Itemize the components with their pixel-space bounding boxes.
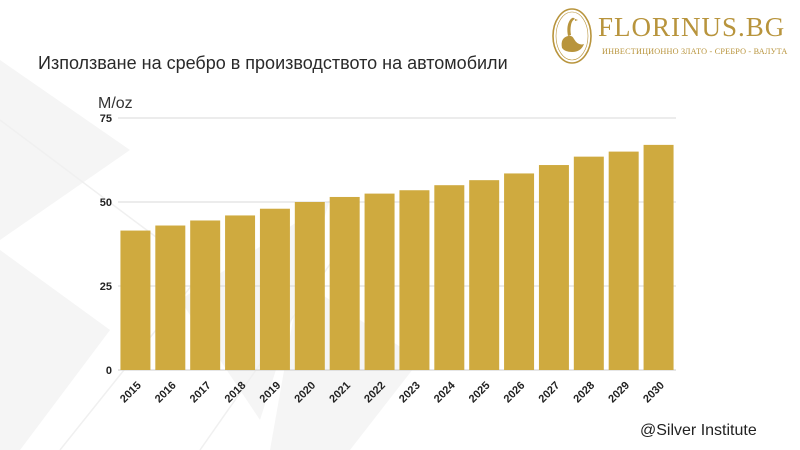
x-tick-label: 2017: [188, 380, 214, 406]
bar-2026: [504, 173, 535, 370]
bar-2016: [155, 225, 186, 370]
bar-2022: [364, 193, 395, 370]
brand-logo[interactable]: FLORINUS.BG ИНВЕСТИЦИОННО ЗЛАТО - СРЕБРО…: [550, 6, 790, 68]
y-tick-labels: 0 25 50 75: [100, 113, 112, 377]
x-tick-label: 2019: [258, 380, 284, 406]
y-tick-label: 50: [100, 197, 112, 209]
y-tick-label: 25: [100, 281, 112, 293]
x-tick-label: 2025: [467, 380, 493, 406]
bar-2019: [259, 208, 290, 370]
x-tick-label: 2023: [397, 380, 423, 406]
x-tick-label: 2018: [223, 380, 249, 406]
x-tick-label: 2016: [153, 380, 179, 406]
bar-2024: [434, 185, 465, 370]
brand-tagline: ИНВЕСТИЦИОННО ЗЛАТО - СРЕБРО - ВАЛУТА: [602, 47, 788, 56]
chart-title: Използване на сребро в производството на…: [38, 53, 508, 73]
y-tick-label: 75: [100, 113, 112, 125]
x-tick-label: 2024: [432, 379, 458, 405]
x-tick-label: 2029: [606, 380, 632, 406]
bar-2028: [573, 156, 604, 370]
x-tick-label: 2030: [641, 380, 667, 406]
bar-2027: [538, 165, 569, 370]
y-axis-label: M/oz: [98, 95, 133, 112]
x-tick-labels: 2015 2016 2017 2018 2019 2020 2021 2022 2023 2024…: [118, 379, 667, 405]
x-tick-label: 2020: [292, 380, 318, 406]
bar-2018: [225, 215, 256, 370]
x-tick-label: 2027: [537, 380, 563, 406]
bar-2021: [329, 196, 360, 370]
swan-emblem-icon: [552, 8, 592, 64]
bar-2023: [399, 190, 430, 370]
x-tick-label: 2028: [571, 380, 597, 406]
bar-2029: [608, 151, 639, 370]
bars: [120, 144, 674, 370]
x-tick-label: 2026: [502, 380, 528, 406]
x-tick-label: 2021: [327, 380, 353, 406]
y-tick-label: 0: [106, 365, 112, 377]
source-credit: @Silver Institute: [640, 422, 757, 439]
brand-name: FLORINUS.BG: [598, 12, 786, 42]
bar-2020: [294, 202, 325, 370]
x-tick-label: 2022: [362, 380, 388, 406]
x-tick-label: 2015: [118, 380, 144, 406]
bar-2030: [643, 144, 674, 370]
bar-2025: [469, 180, 500, 370]
bar-2015: [120, 230, 151, 370]
bar-2017: [190, 220, 221, 370]
